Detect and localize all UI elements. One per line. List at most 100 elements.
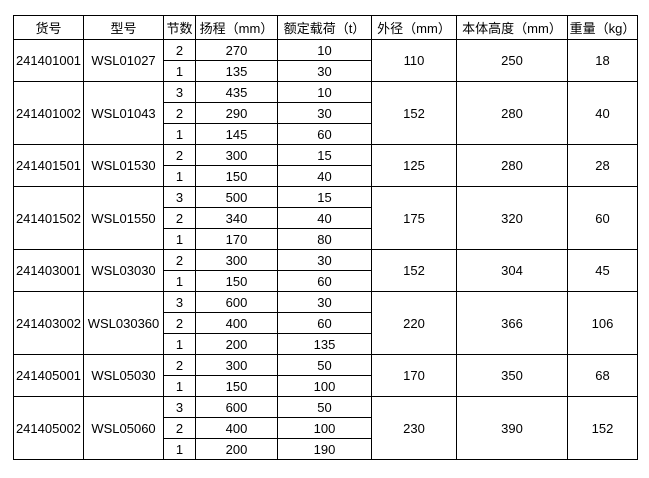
- table-row: 241405002 WSL05060 3 600 50 230 390 152: [13, 396, 638, 460]
- table-row: 241403002 WSL030360 3 600 30 220 366 106: [13, 291, 638, 355]
- sections-cell: 1: [163, 228, 196, 250]
- header-body-height: 本体高度（mm）: [456, 15, 568, 40]
- table-row: 241401001 WSL01027 2 270 10 110 250 18: [13, 39, 638, 82]
- sections-cell: 1: [163, 333, 196, 355]
- table-row: 2 400 60: [14, 312, 638, 334]
- table-row: 1 145 60: [14, 123, 638, 145]
- header-rated-load: 额定载荷（t）: [277, 15, 372, 40]
- lift-cell: 435: [195, 81, 278, 103]
- body-height-cell: 280: [456, 144, 568, 187]
- sections-cell: 2: [163, 312, 196, 334]
- lift-cell: 145: [195, 123, 278, 145]
- weight-cell: 28: [567, 144, 638, 187]
- table-row: 1 200 190: [14, 438, 638, 460]
- rated-load-cell: 190: [277, 438, 372, 460]
- rated-load-cell: 100: [277, 417, 372, 439]
- rated-load-cell: 30: [277, 102, 372, 124]
- table-header-row: 货号 型号 节数 扬程（mm） 额定载荷（t） 外径（mm） 本体高度（mm） …: [13, 15, 638, 40]
- model-cell: WSL01530: [83, 144, 164, 187]
- lift-cell: 300: [195, 249, 278, 271]
- model-cell: WSL05030: [83, 354, 164, 397]
- item-no-cell: 241401501: [13, 144, 84, 187]
- model-cell: WSL01027: [83, 39, 164, 82]
- sections-cell: 3: [163, 291, 196, 313]
- sections-cell: 2: [163, 207, 196, 229]
- body-height-cell: 250: [456, 39, 568, 82]
- weight-cell: 45: [567, 249, 638, 292]
- table-row: 2 340 40: [14, 207, 638, 229]
- outer-diameter-cell: 170: [371, 354, 457, 397]
- lift-cell: 340: [195, 207, 278, 229]
- sections-cell: 3: [163, 81, 196, 103]
- rated-load-cell: 15: [277, 144, 372, 166]
- weight-cell: 106: [567, 291, 638, 355]
- lift-cell: 135: [195, 60, 278, 82]
- lift-cell: 200: [195, 438, 278, 460]
- table-row: 241401502 WSL01550 3 500 15 175 320 60: [13, 186, 638, 250]
- table-row: 1 200 135: [14, 333, 638, 355]
- sections-cell: 2: [163, 354, 196, 376]
- item-no-cell: 241403001: [13, 249, 84, 292]
- lift-cell: 200: [195, 333, 278, 355]
- outer-diameter-cell: 152: [371, 81, 457, 145]
- rated-load-cell: 60: [277, 312, 372, 334]
- sections-cell: 2: [163, 39, 196, 61]
- rated-load-cell: 30: [277, 60, 372, 82]
- outer-diameter-cell: 175: [371, 186, 457, 250]
- model-cell: WSL01043: [83, 81, 164, 145]
- lift-cell: 500: [195, 186, 278, 208]
- table-row: 241403001 WSL03030 2 300 30 152 304 45: [13, 249, 638, 292]
- header-sections: 节数: [163, 15, 196, 40]
- sections-cell: 1: [163, 165, 196, 187]
- header-lift: 扬程（mm）: [195, 15, 278, 40]
- item-no-cell: 241405002: [13, 396, 84, 460]
- sections-cell: 1: [163, 123, 196, 145]
- lift-cell: 290: [195, 102, 278, 124]
- sections-cell: 2: [163, 417, 196, 439]
- body-height-cell: 350: [456, 354, 568, 397]
- lift-cell: 150: [195, 375, 278, 397]
- sections-cell: 2: [163, 249, 196, 271]
- rated-load-cell: 40: [277, 165, 372, 187]
- sections-cell: 2: [163, 102, 196, 124]
- outer-diameter-cell: 110: [371, 39, 457, 82]
- rated-load-cell: 10: [277, 81, 372, 103]
- item-no-cell: 241405001: [13, 354, 84, 397]
- header-item-no: 货号: [13, 15, 84, 40]
- lift-cell: 300: [195, 354, 278, 376]
- outer-diameter-cell: 152: [371, 249, 457, 292]
- sections-cell: 2: [163, 144, 196, 166]
- rated-load-cell: 30: [277, 249, 372, 271]
- model-cell: WSL030360: [83, 291, 164, 355]
- weight-cell: 152: [567, 396, 638, 460]
- sections-cell: 1: [163, 438, 196, 460]
- item-no-cell: 241401002: [13, 81, 84, 145]
- lift-cell: 270: [195, 39, 278, 61]
- outer-diameter-cell: 125: [371, 144, 457, 187]
- body-height-cell: 390: [456, 396, 568, 460]
- lift-cell: 170: [195, 228, 278, 250]
- rated-load-cell: 40: [277, 207, 372, 229]
- rated-load-cell: 30: [277, 291, 372, 313]
- lift-cell: 400: [195, 312, 278, 334]
- sections-cell: 1: [163, 270, 196, 292]
- sections-cell: 1: [163, 60, 196, 82]
- rated-load-cell: 60: [277, 123, 372, 145]
- weight-cell: 68: [567, 354, 638, 397]
- table-row: 241401002 WSL01043 3 435 10 152 280 40: [13, 81, 638, 145]
- lift-cell: 150: [195, 165, 278, 187]
- sections-cell: 1: [163, 375, 196, 397]
- body-height-cell: 320: [456, 186, 568, 250]
- lift-cell: 600: [195, 291, 278, 313]
- lift-cell: 600: [195, 396, 278, 418]
- model-cell: WSL01550: [83, 186, 164, 250]
- rated-load-cell: 50: [277, 396, 372, 418]
- header-model: 型号: [83, 15, 164, 40]
- sections-cell: 3: [163, 396, 196, 418]
- table-row: 1 150 100: [14, 375, 638, 397]
- rated-load-cell: 10: [277, 39, 372, 61]
- rated-load-cell: 80: [277, 228, 372, 250]
- item-no-cell: 241403002: [13, 291, 84, 355]
- table-row: 241401501 WSL01530 2 300 15 125 280 28: [13, 144, 638, 187]
